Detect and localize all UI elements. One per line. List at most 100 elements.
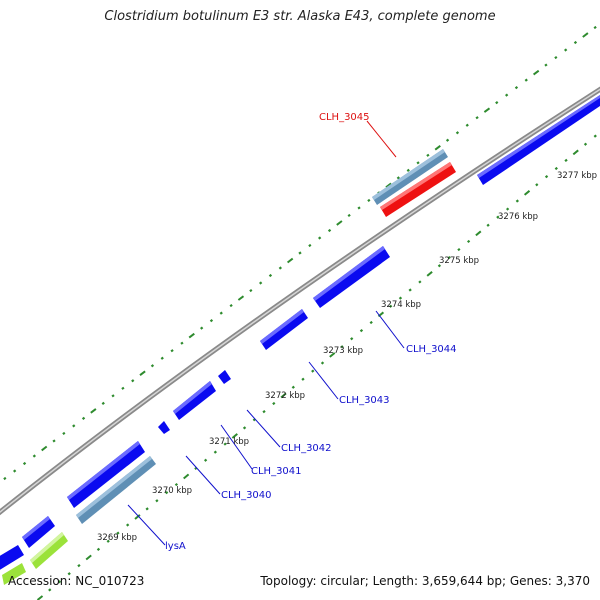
minor-tick — [155, 499, 159, 503]
minor-tick — [398, 296, 403, 300]
major-tick — [90, 408, 97, 414]
minor-tick — [52, 439, 56, 443]
kbp-label: 3274 kbp — [381, 300, 421, 310]
minor-tick — [396, 176, 400, 180]
minor-tick — [111, 394, 115, 398]
minor-tick — [81, 416, 86, 420]
minor-tick — [106, 539, 110, 543]
minor-tick — [367, 198, 371, 202]
minor-tick — [249, 289, 253, 293]
gene-label-clh3045[interactable]: CLH_3045 — [319, 112, 370, 123]
gene-label-clh3042[interactable]: CLH_3042 — [281, 443, 332, 454]
kbp-label: 3272 kbp — [265, 391, 305, 401]
minor-tick — [437, 264, 442, 268]
minor-tick — [369, 320, 373, 325]
major-tick — [85, 554, 92, 561]
minor-tick — [101, 401, 105, 405]
minor-tick — [126, 523, 130, 527]
kbp-label: 3275 kbp — [439, 256, 479, 266]
gene-label-clh3040[interactable]: CLH_3040 — [221, 490, 272, 501]
minor-tick — [465, 123, 469, 127]
minor-tick — [213, 450, 217, 454]
gene-clh3042[interactable] — [173, 381, 216, 420]
gene-clh3045-outer[interactable] — [372, 149, 448, 205]
gene-clh3045[interactable] — [380, 162, 456, 217]
gene-left-lime[interactable] — [30, 532, 68, 569]
gene-label-clh3041[interactable]: CLH_3041 — [251, 466, 302, 477]
kbp-label: 3276 kbp — [498, 212, 538, 222]
minor-tick — [291, 385, 295, 389]
minor-tick — [455, 131, 460, 135]
gene-clh3041[interactable] — [158, 421, 170, 434]
gene-clh3043[interactable] — [260, 309, 308, 350]
minor-tick — [495, 101, 499, 105]
kbp-label: 3277 kbp — [557, 171, 597, 181]
minor-tick — [573, 40, 578, 45]
leader-lines — [127, 120, 405, 546]
minor-tick — [357, 206, 361, 210]
minor-tick — [544, 63, 548, 67]
minor-tick — [350, 337, 354, 341]
major-tick — [139, 370, 146, 376]
minor-tick — [466, 239, 471, 244]
kbp-labels: 3269 kbp 3270 kbp 3271 kbp 3272 kbp 3273… — [97, 171, 597, 543]
minor-tick — [505, 207, 510, 211]
gene-clh3042-small[interactable] — [218, 370, 231, 384]
minor-tick — [200, 326, 204, 330]
minor-tick — [242, 426, 247, 430]
minor-tick — [301, 377, 305, 381]
gene-clh3044[interactable] — [313, 246, 390, 308]
minor-tick — [174, 482, 179, 487]
major-tick — [483, 107, 491, 113]
gene-label-clh3043[interactable]: CLH_3043 — [339, 395, 390, 406]
minor-tick — [3, 476, 7, 481]
gene-label-clh3044[interactable]: CLH_3044 — [406, 344, 457, 355]
minor-tick — [457, 247, 461, 252]
minor-tick — [229, 304, 233, 308]
minor-tick — [416, 161, 420, 165]
minor-tick — [524, 78, 528, 82]
minor-tick — [320, 361, 325, 365]
minor-tick — [298, 251, 302, 255]
major-tick — [36, 595, 44, 600]
minor-tick — [57, 580, 62, 584]
minor-tick — [505, 93, 509, 97]
minor-tick — [22, 461, 27, 466]
gene-label-lysa[interactable]: lysA — [165, 541, 186, 552]
minor-tick — [389, 304, 393, 308]
minor-tick — [583, 142, 588, 146]
major-tick — [572, 149, 579, 156]
minor-tick — [278, 266, 282, 270]
minor-tick — [447, 256, 451, 260]
minor-tick — [268, 273, 273, 278]
major-tick — [237, 295, 245, 301]
gene-left-a[interactable] — [22, 516, 55, 548]
gene-clh3040[interactable] — [67, 441, 145, 508]
minor-tick — [170, 349, 174, 353]
minor-tick — [544, 175, 549, 179]
minor-tick — [593, 134, 597, 138]
major-tick — [280, 392, 287, 399]
gene-lysA-outer[interactable] — [76, 456, 156, 524]
minor-tick — [327, 228, 332, 233]
minor-tick — [150, 364, 155, 368]
gene-right-edge[interactable] — [477, 95, 600, 185]
minor-tick — [72, 424, 76, 428]
gene-left-b[interactable] — [0, 545, 26, 585]
minor-tick — [406, 168, 410, 172]
major-tick — [286, 257, 294, 264]
minor-tick — [131, 379, 135, 383]
major-tick — [41, 445, 48, 452]
tick-rings — [3, 25, 597, 600]
kbp-label: 3270 kbp — [152, 486, 192, 496]
major-tick — [231, 433, 238, 439]
minor-tick — [486, 223, 490, 227]
minor-tick — [445, 138, 450, 142]
minor-tick — [426, 153, 430, 157]
major-tick — [329, 352, 336, 358]
minor-tick — [272, 401, 276, 406]
kbp-label: 3271 kbp — [209, 437, 249, 447]
minor-tick — [209, 319, 214, 323]
minor-tick — [77, 563, 81, 568]
